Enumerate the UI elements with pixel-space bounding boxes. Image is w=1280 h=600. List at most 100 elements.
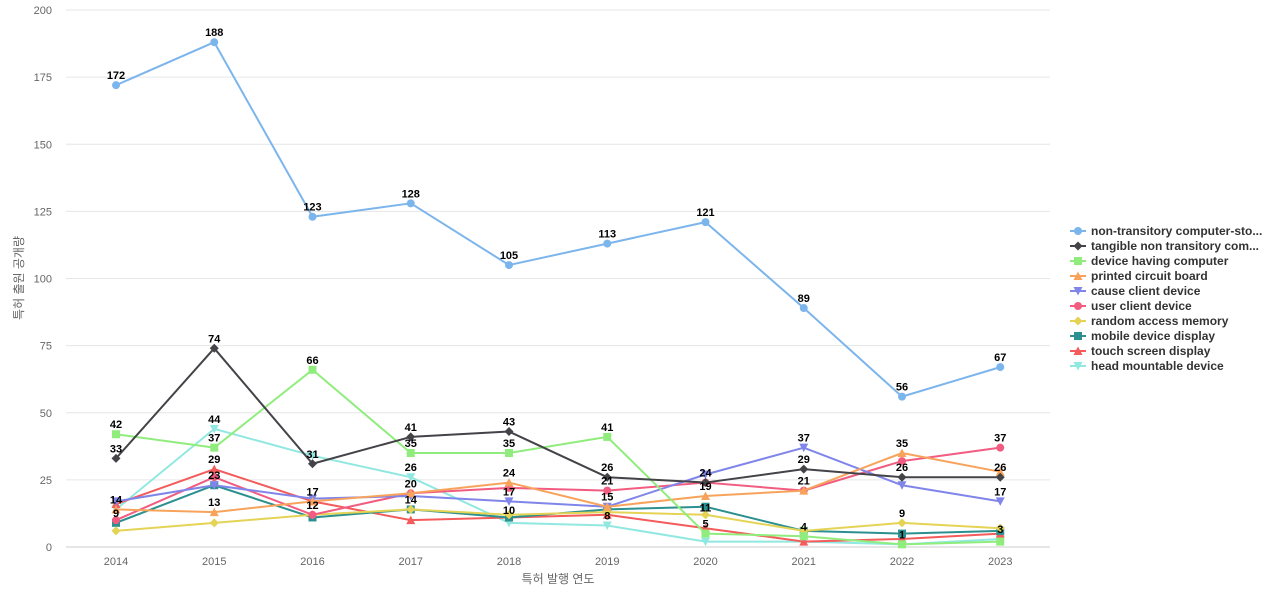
data-label: 8: [604, 511, 610, 523]
data-label: 10: [503, 505, 515, 517]
data-label: 24: [699, 468, 712, 480]
data-point: [406, 488, 416, 498]
data-point: [209, 518, 219, 528]
data-label: 29: [208, 454, 220, 466]
data-label: 172: [107, 70, 125, 82]
legend-item[interactable]: user client device: [1070, 299, 1192, 313]
data-label: 5: [702, 519, 708, 531]
data-label: 128: [402, 188, 420, 200]
legend-marker: [1073, 287, 1083, 296]
data-point: [603, 486, 612, 495]
data-point: [504, 510, 514, 520]
grid-lines: [66, 9, 1050, 548]
x-tick-label: 2023: [988, 556, 1012, 568]
data-point: [406, 199, 415, 208]
series-line: [115, 508, 1001, 532]
x-axis-title: 특허 발행 연도: [522, 571, 595, 586]
data-point: [308, 510, 317, 519]
data-point: [308, 365, 317, 374]
data-label: 26: [994, 462, 1006, 474]
data-point: [406, 432, 416, 442]
series-line: [115, 452, 1001, 514]
data-point: [111, 504, 121, 514]
data-label: 13: [208, 497, 220, 509]
data-labels: 1724233149188744437292313123663117121284…: [107, 27, 1007, 541]
data-point: [504, 497, 514, 506]
legend-item[interactable]: tangible non transitory com...: [1070, 239, 1259, 253]
data-label: 9: [113, 508, 119, 520]
legend-item[interactable]: touch screen display: [1070, 344, 1211, 358]
data-label: 37: [208, 433, 220, 445]
legend-item[interactable]: cause client device: [1070, 284, 1201, 298]
data-point: [799, 443, 809, 453]
legend-item[interactable]: mobile device display: [1070, 329, 1215, 343]
data-label: 35: [503, 438, 515, 450]
data-label: 89: [798, 293, 810, 305]
y-tick-label: 175: [34, 72, 52, 84]
legend-marker: [1073, 271, 1083, 280]
data-point: [209, 343, 219, 353]
series-line: [115, 41, 1001, 398]
legend-item[interactable]: printed circuit board: [1070, 269, 1208, 283]
legend-label: mobile device display: [1091, 329, 1215, 343]
data-label: 3: [997, 524, 1003, 536]
data-point: [701, 491, 710, 500]
y-tick-label: 125: [34, 206, 52, 218]
legend-marker: [1074, 257, 1082, 265]
data-label: 20: [405, 478, 417, 490]
data-label: 4: [801, 521, 808, 533]
data-label: 17: [503, 486, 515, 498]
data-label: 188: [205, 27, 223, 39]
legend-item[interactable]: head mountable device: [1070, 359, 1224, 373]
data-label: 35: [405, 438, 417, 450]
data-point: [799, 537, 809, 546]
legend-label: user client device: [1091, 299, 1192, 313]
data-label: 1: [899, 529, 905, 541]
x-tick-label: 2017: [399, 556, 423, 568]
legend-item[interactable]: device having computer: [1070, 254, 1229, 268]
data-point: [799, 486, 809, 495]
data-point: [308, 459, 317, 469]
x-tick-label: 2014: [104, 556, 128, 568]
data-point: [505, 449, 513, 458]
data-label: 123: [303, 202, 321, 214]
legend-item[interactable]: random access memory: [1070, 314, 1229, 328]
legend-label: tangible non transitory com...: [1091, 239, 1259, 253]
data-label: 42: [110, 419, 122, 431]
data-point: [505, 261, 513, 270]
x-tick-label: 2018: [497, 556, 521, 568]
data-label: 113: [598, 229, 616, 241]
data-label: 21: [601, 476, 613, 488]
series-group: [111, 448, 1005, 517]
y-tick-label: 150: [34, 139, 52, 151]
data-label: 12: [306, 500, 318, 512]
data-point: [898, 529, 906, 538]
y-axis-ticks: 0 25 50 75 100 125 150 175 200: [34, 5, 52, 554]
legend-label: printed circuit board: [1091, 269, 1208, 283]
series-group: [112, 38, 1005, 401]
data-label: 43: [503, 417, 515, 429]
series-lines: [111, 38, 1005, 549]
y-tick-label: 75: [40, 341, 52, 353]
data-label: 74: [208, 333, 221, 345]
data-point: [897, 481, 907, 490]
data-point: [898, 540, 906, 549]
data-point: [603, 432, 612, 441]
data-label: 24: [503, 468, 516, 480]
series-group: [111, 424, 1005, 549]
data-point: [799, 532, 808, 541]
data-label: 26: [601, 462, 613, 474]
data-label: 105: [500, 250, 518, 262]
legend-marker: [1074, 227, 1082, 235]
legend-item[interactable]: non-transitory computer-sto...: [1070, 224, 1262, 238]
data-point: [996, 443, 1005, 452]
data-label: 67: [994, 352, 1006, 364]
series-line: [115, 368, 1001, 546]
data-label: 21: [798, 476, 810, 488]
data-point: [111, 526, 121, 536]
series-group: [112, 443, 1005, 525]
legend-marker: [1073, 316, 1083, 326]
data-label: 56: [896, 382, 908, 394]
data-label: 17: [306, 486, 318, 498]
